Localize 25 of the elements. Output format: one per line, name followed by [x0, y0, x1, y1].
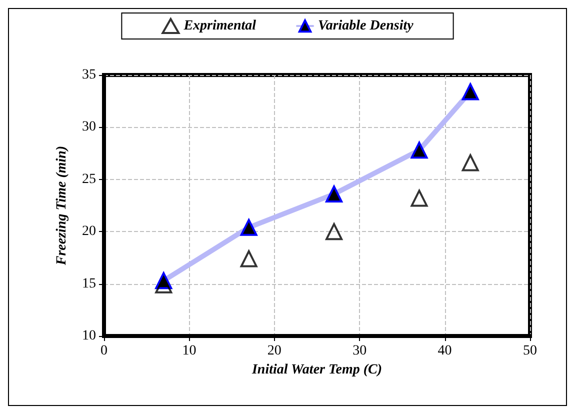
point — [326, 223, 343, 240]
legend-label: Variable Density — [318, 18, 414, 34]
point — [410, 142, 428, 159]
y-tick-label: 35 — [82, 68, 96, 82]
x-tick-label: 20 — [267, 344, 282, 358]
point — [240, 250, 258, 268]
y-axis-title: Freezing Time (min) — [54, 146, 70, 266]
x-tick-label: 30 — [352, 344, 367, 358]
y-tick-label: 10 — [82, 328, 96, 344]
point — [240, 218, 258, 236]
y-tick-label: 30 — [82, 120, 96, 135]
x-tick-label: 40 — [438, 344, 452, 358]
legend-label: Exprimental — [182, 18, 256, 34]
x-tick-label: 50 — [523, 344, 537, 358]
y-tick-label: 25 — [82, 172, 96, 187]
point — [462, 83, 479, 100]
x-tick-label: 10 — [182, 344, 196, 358]
point — [462, 154, 479, 172]
x-axis-title: Initial Water Temp (C) — [250, 362, 382, 378]
point — [155, 276, 172, 294]
point — [326, 186, 343, 203]
y-tick-label: 20 — [82, 224, 96, 240]
x-tick-label: 0 — [100, 344, 108, 358]
y-tick-label: 15 — [82, 276, 96, 292]
point — [410, 190, 428, 207]
